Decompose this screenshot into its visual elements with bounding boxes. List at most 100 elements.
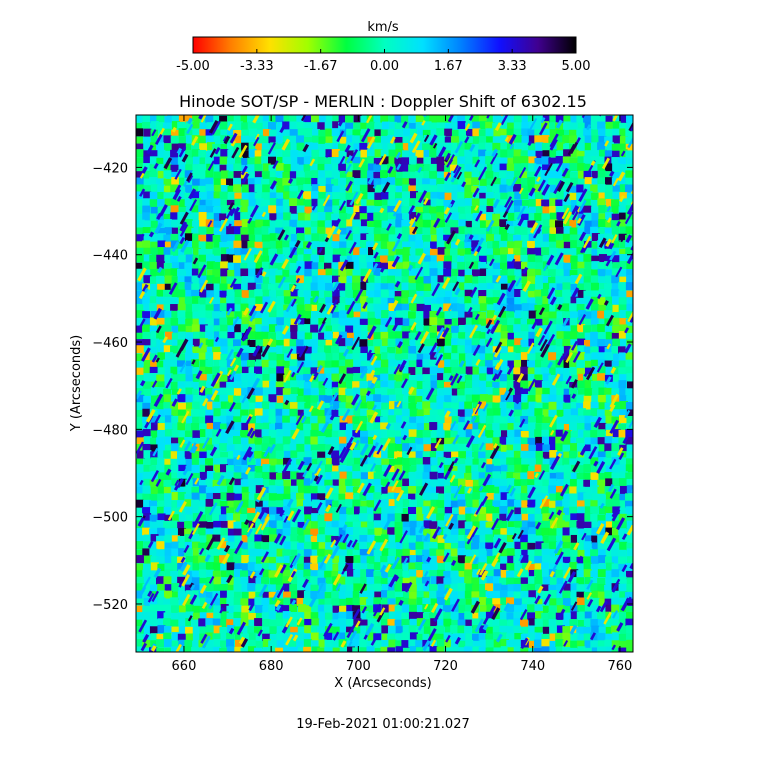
heatmap-cell: [226, 513, 235, 522]
heatmap-cell: [388, 401, 397, 410]
heatmap-cell: [465, 493, 474, 502]
heatmap-cell: [619, 310, 628, 319]
heatmap-cell: [535, 436, 544, 445]
heatmap-cell: [520, 380, 529, 389]
heatmap-cell: [283, 493, 292, 502]
heatmap-cell: [423, 528, 432, 537]
heatmap-cell: [254, 597, 263, 606]
heatmap-cell: [619, 521, 628, 530]
heatmap-cell: [331, 416, 340, 425]
heatmap-cell: [296, 339, 305, 348]
heatmap-cell: [324, 395, 333, 404]
heatmap-cell: [156, 142, 165, 151]
heatmap-cell: [584, 191, 593, 200]
heatmap-cell: [401, 206, 410, 215]
heatmap-cell: [563, 220, 572, 229]
heatmap-cell: [276, 373, 285, 382]
heatmap-cell: [303, 248, 312, 257]
heatmap-cell: [556, 283, 565, 292]
heatmap-cell: [255, 143, 264, 152]
heatmap-cell: [374, 402, 383, 411]
heatmap-cell: [598, 346, 607, 355]
heatmap-cell: [359, 213, 368, 222]
heatmap-cell: [612, 422, 621, 431]
heatmap-cell: [395, 345, 404, 354]
heatmap-cell: [219, 500, 228, 509]
heatmap-cell: [492, 366, 501, 375]
heatmap-cell: [387, 555, 396, 564]
heatmap-cell: [185, 423, 194, 432]
heatmap-cell: [569, 212, 578, 221]
heatmap-cell: [199, 338, 208, 347]
heatmap-cell: [345, 402, 354, 411]
heatmap-cell: [429, 149, 438, 158]
heatmap-cell: [590, 451, 599, 460]
heatmap-cell: [247, 136, 256, 145]
heatmap-cell: [535, 255, 544, 264]
heatmap-cell: [493, 303, 502, 312]
heatmap-cell: [310, 555, 319, 564]
heatmap-cell: [388, 234, 397, 243]
heatmap-cell: [178, 199, 187, 208]
heatmap-cell: [619, 318, 628, 327]
heatmap-cell: [192, 128, 201, 137]
heatmap-cell: [507, 521, 516, 530]
heatmap-cell: [443, 528, 452, 537]
heatmap-cell: [136, 576, 145, 585]
heatmap-cell: [276, 296, 285, 305]
heatmap-cell: [513, 149, 522, 158]
heatmap-cell: [254, 472, 263, 481]
heatmap-cell: [177, 409, 186, 418]
heatmap-cell: [283, 486, 292, 495]
heatmap-cell: [457, 206, 466, 215]
heatmap-cell: [149, 465, 158, 474]
heatmap-cell: [591, 220, 600, 229]
heatmap-cell: [191, 227, 200, 236]
heatmap-cell: [395, 534, 404, 543]
heatmap-cell: [248, 493, 257, 502]
heatmap-cell: [373, 513, 382, 522]
heatmap-cell: [479, 353, 488, 362]
heatmap-cell: [212, 570, 221, 579]
heatmap-cell: [338, 493, 347, 502]
heatmap-cell: [191, 359, 200, 368]
heatmap-cell: [184, 338, 193, 347]
heatmap-cell: [360, 268, 369, 277]
heatmap-cell: [499, 227, 508, 236]
heatmap-cell: [597, 262, 606, 271]
heatmap-cell: [206, 401, 215, 410]
heatmap-cell: [625, 254, 633, 263]
heatmap-cell: [584, 311, 593, 320]
heatmap-cell: [444, 248, 453, 257]
heatmap-cell: [234, 289, 243, 298]
heatmap-cell: [374, 184, 383, 193]
heatmap-cell: [261, 401, 270, 410]
heatmap-cell: [206, 534, 215, 543]
heatmap-cell: [241, 415, 250, 424]
heatmap-cell: [156, 296, 165, 305]
heatmap-cell: [471, 563, 480, 572]
heatmap-cell: [590, 338, 599, 347]
heatmap-cell: [255, 283, 264, 292]
heatmap-cell: [619, 387, 628, 396]
heatmap-cell: [276, 254, 285, 263]
heatmap-cell: [247, 583, 256, 592]
heatmap-cell: [472, 479, 481, 488]
heatmap-cell: [241, 135, 250, 144]
heatmap-cell: [542, 164, 551, 173]
heatmap-cell: [289, 416, 298, 425]
heatmap-cell: [563, 360, 572, 369]
heatmap-cell: [373, 324, 382, 333]
heatmap-cell: [241, 122, 250, 131]
heatmap-cell: [276, 192, 285, 201]
heatmap-cell: [233, 339, 242, 348]
heatmap-cell: [136, 296, 145, 305]
heatmap-cell: [492, 381, 501, 390]
heatmap-cell: [583, 395, 592, 404]
heatmap-cell: [381, 584, 390, 593]
heatmap-cell: [219, 121, 228, 130]
heatmap-cell: [549, 549, 558, 558]
heatmap-cell: [605, 492, 614, 501]
heatmap-cell: [597, 142, 606, 151]
heatmap-cell: [282, 422, 291, 431]
